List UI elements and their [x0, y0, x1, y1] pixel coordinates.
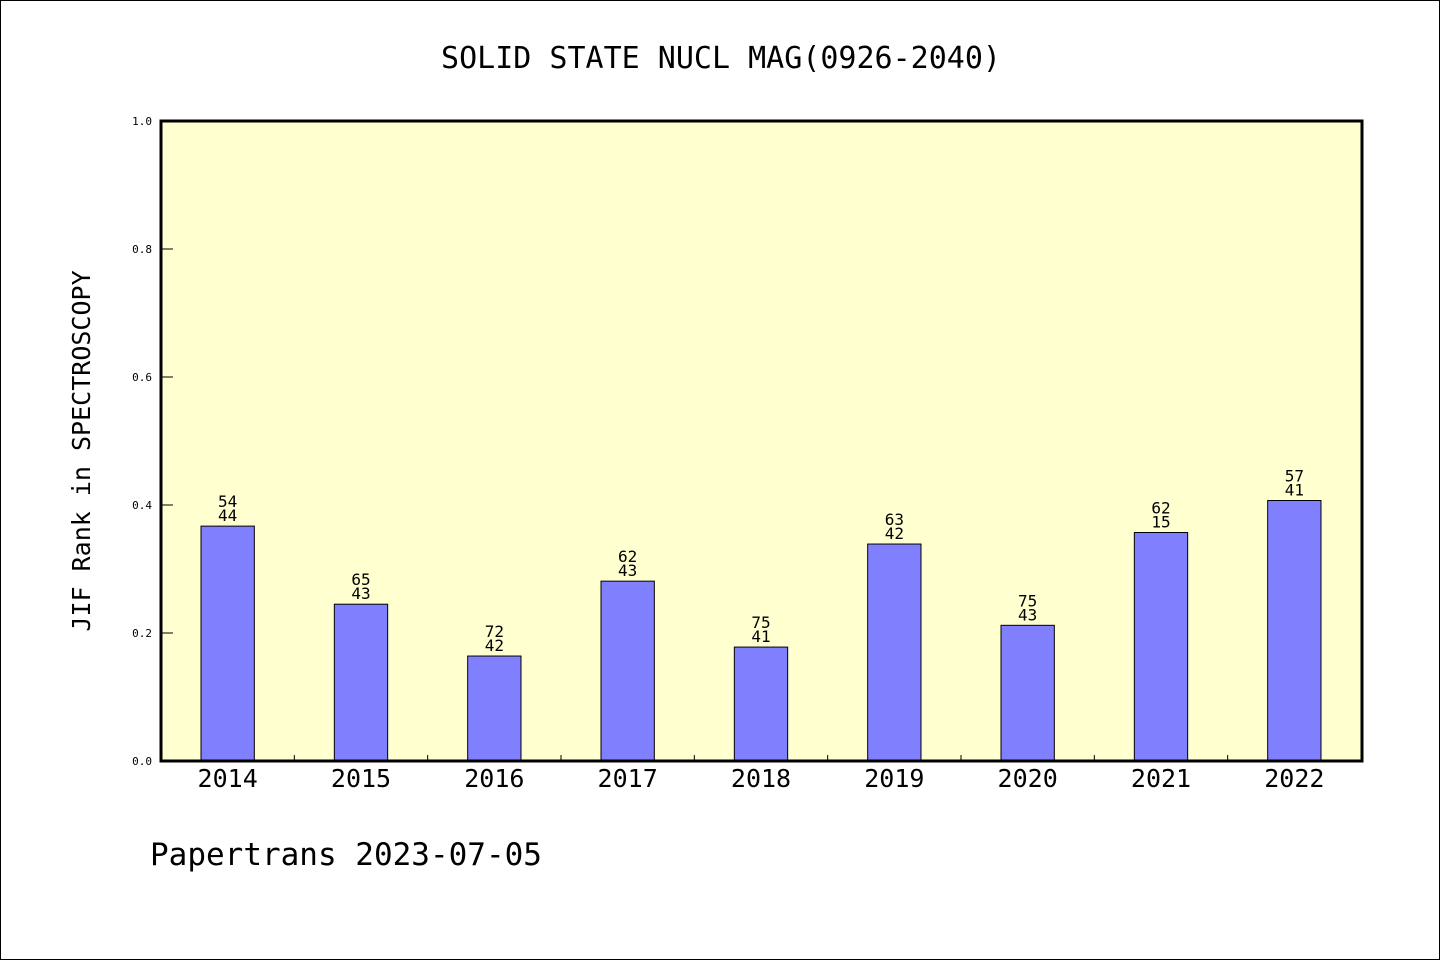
data-label-top-2014: 54 — [218, 492, 237, 511]
bar-2016 — [467, 655, 522, 762]
x-tick-label-2021: 2021 — [1131, 764, 1191, 793]
axis-ticks: 2014 2015 2016 2017 2018 2019 2020 2021 2022 0.0 0… — [132, 115, 1324, 793]
bar-2019 — [867, 543, 922, 762]
y-tick-label-0.0: 0.0 — [132, 755, 152, 768]
data-label-top-2019: 63 — [885, 510, 904, 529]
x-tick-label-2020: 2020 — [998, 764, 1058, 793]
bar-2017 — [600, 580, 655, 762]
data-label-bottom-2021: 15 — [1151, 513, 1170, 532]
y-tick-label-0.8: 0.8 — [132, 243, 152, 256]
x-tick-label-2019: 2019 — [864, 764, 924, 793]
x-tick-label-2017: 2017 — [598, 764, 658, 793]
y-tick-label-0.2: 0.2 — [132, 627, 152, 640]
plot-border — [159, 119, 1364, 763]
y-axis-label: JIF Rank in SPECTROSCOPY — [67, 270, 96, 631]
data-label-top-2017: 62 — [618, 547, 637, 566]
bar-2020 — [1000, 624, 1055, 762]
data-label-top-2015: 65 — [351, 570, 370, 589]
bar-2018 — [733, 646, 789, 762]
y-tick-label-1.0: 1.0 — [132, 115, 152, 128]
data-label-bottom-2016: 42 — [485, 636, 504, 655]
bar-2022 — [1267, 500, 1322, 762]
x-tick-label-2014: 2014 — [198, 764, 258, 793]
x-tick-label-2015: 2015 — [331, 764, 391, 793]
y-tick-label-0.4: 0.4 — [132, 499, 152, 512]
data-label-top-2020: 75 — [1018, 591, 1037, 610]
bar-2021 — [1133, 532, 1189, 762]
data-label-bottom-2020: 43 — [1018, 605, 1037, 624]
data-label-top-2022: 57 — [1285, 467, 1304, 486]
data-label-bottom-2017: 43 — [618, 561, 637, 580]
x-tick-label-2016: 2016 — [464, 764, 524, 793]
data-label-bottom-2015: 43 — [351, 584, 370, 603]
data-label-top-2018: 75 — [751, 613, 770, 632]
data-label-top-2021: 62 — [1151, 499, 1170, 518]
data-label-bottom-2014: 44 — [218, 506, 237, 525]
footer-text: Papertrans 2023-07-05 — [150, 837, 542, 873]
data-label-bottom-2022: 41 — [1285, 481, 1304, 500]
bar-2015 — [333, 603, 389, 762]
data-label-bottom-2018: 41 — [751, 627, 770, 646]
data-label-bottom-2019: 42 — [885, 524, 904, 543]
chart-title: SOLID STATE NUCL MAG(0926-2040) — [441, 41, 1001, 76]
x-tick-label-2022: 2022 — [1264, 764, 1324, 793]
bar-2014 — [200, 525, 255, 762]
x-tick-label-2018: 2018 — [731, 764, 791, 793]
data-label-top-2016: 72 — [485, 622, 504, 641]
y-tick-label-0.6: 0.6 — [132, 371, 152, 384]
